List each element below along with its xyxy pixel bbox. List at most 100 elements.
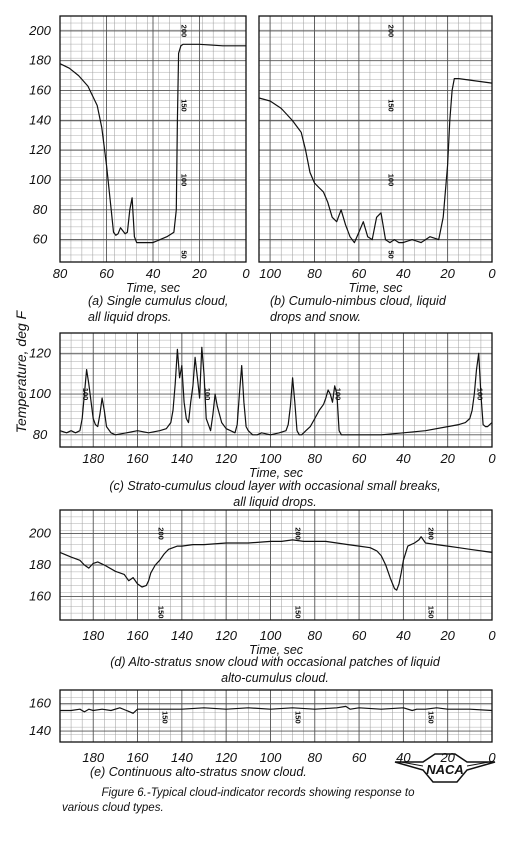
record-marker-label: 150 <box>294 711 303 724</box>
record-marker-label: 100 <box>333 388 342 401</box>
grid-lines-d <box>60 510 493 620</box>
x-tick-label: 120 <box>215 451 237 466</box>
grid-lines-c <box>60 333 493 447</box>
panel-caption-d: alto-cumulus cloud. <box>221 671 329 685</box>
x-tick-label: 0 <box>488 451 496 466</box>
panel-caption-b: drops and snow. <box>270 310 361 324</box>
x-tick-label: 60 <box>99 266 114 281</box>
y-tick-label: 120 <box>29 142 51 157</box>
plot-frame-b <box>258 15 493 263</box>
temperature-trace-a <box>59 43 246 244</box>
x-tick-label: 80 <box>308 628 323 643</box>
record-marker-label: 200 <box>427 527 436 540</box>
panel-caption-a: all liquid drops. <box>88 310 171 324</box>
y-tick-label: 160 <box>29 588 51 603</box>
x-tick-label: 100 <box>259 266 281 281</box>
x-tick-label: 120 <box>215 750 237 765</box>
record-marker-label: 150 <box>180 99 189 112</box>
x-tick-label: 60 <box>352 628 367 643</box>
x-tick-label: 140 <box>171 750 193 765</box>
x-tick-label: 0 <box>488 266 496 281</box>
x-tick-label: 60 <box>352 266 367 281</box>
record-marker-label: 50 <box>180 250 189 258</box>
x-tick-label: 180 <box>82 451 104 466</box>
chart-panel-c: 80 100 120 180 160 140 120 100 80 60 40 20 0 Time, se… <box>29 332 496 509</box>
figure-caption-line-2: various cloud types. <box>62 802 164 814</box>
record-marker-label: 150 <box>294 606 303 619</box>
panel-caption-e: (e) Continuous alto-stratus snow cloud. <box>90 765 307 779</box>
plot-frame-d <box>59 509 493 621</box>
x-tick-label: 80 <box>308 451 323 466</box>
panel-caption-d: (d) Alto-stratus snow cloud with occasio… <box>110 655 441 669</box>
plot-frame-e <box>59 689 493 743</box>
plot-frame-a <box>59 15 247 263</box>
x-tick-label: 140 <box>171 451 193 466</box>
panel-caption-b: (b) Cumulo-nimbus cloud, liquid <box>270 294 447 308</box>
record-marker-label: 100 <box>180 174 189 187</box>
y-tick-label: 160 <box>29 83 51 98</box>
temperature-trace-c <box>59 346 493 436</box>
temperature-trace-d <box>59 536 493 591</box>
x-tick-label: 100 <box>260 451 282 466</box>
x-axis-label: Time, sec <box>249 643 304 657</box>
x-tick-label: 0 <box>242 266 250 281</box>
y-tick-label: 140 <box>29 723 51 738</box>
record-marker-label: 100 <box>386 174 395 187</box>
x-axis-label: Time, sec <box>126 281 181 295</box>
x-tick-label: 60 <box>352 750 367 765</box>
y-tick-label: 160 <box>29 696 51 711</box>
x-tick-label: 0 <box>488 628 496 643</box>
y-tick-label: 60 <box>33 232 48 247</box>
x-tick-label: 0 <box>488 750 496 765</box>
x-tick-label: 40 <box>146 266 161 281</box>
x-tick-label: 160 <box>127 750 149 765</box>
x-tick-label: 40 <box>396 266 411 281</box>
panel-caption-c: all liquid drops. <box>233 495 316 509</box>
y-tick-label: 140 <box>29 112 51 127</box>
record-marker-label: 100 <box>203 388 212 401</box>
record-marker-label: 200 <box>386 25 395 38</box>
record-marker-label: 200 <box>294 527 303 540</box>
y-tick-label: 180 <box>29 557 51 572</box>
naca-logo-text: NACA <box>426 762 464 777</box>
temperature-trace-b <box>258 77 493 244</box>
record-marker-label: 150 <box>427 606 436 619</box>
record-marker-label: 200 <box>156 527 165 540</box>
x-tick-label: 20 <box>439 266 455 281</box>
x-tick-label: 160 <box>127 451 149 466</box>
y-tick-label: 180 <box>29 53 51 68</box>
panel-caption-a: (a) Single cumulus cloud, <box>88 294 228 308</box>
y-tick-label: 100 <box>29 386 51 401</box>
x-tick-label: 180 <box>82 628 104 643</box>
naca-logo: NACA <box>394 753 496 783</box>
x-tick-label: 80 <box>307 266 322 281</box>
x-tick-label: 80 <box>53 266 68 281</box>
x-axis-label: Time, sec <box>348 281 403 295</box>
panel-caption-c: (c) Strato-cumulus cloud layer with occa… <box>109 479 440 493</box>
y-tick-label: 200 <box>28 526 51 541</box>
y-tick-label: 100 <box>29 172 51 187</box>
y-tick-label: 120 <box>29 345 51 360</box>
record-marker-label: 150 <box>427 711 436 724</box>
x-tick-label: 80 <box>308 750 323 765</box>
record-marker-label: 100 <box>475 388 484 401</box>
plot-frame-c <box>59 332 493 448</box>
grid-lines-e <box>60 690 493 742</box>
y-tick-label: 200 <box>28 23 51 38</box>
x-tick-label: 40 <box>396 451 411 466</box>
record-marker-label: 50 <box>386 250 395 258</box>
x-tick-label: 180 <box>82 750 104 765</box>
x-tick-label: 120 <box>215 628 237 643</box>
y-tick-label: 80 <box>33 202 48 217</box>
x-tick-label: 60 <box>352 451 367 466</box>
temperature-trace-e <box>60 705 493 714</box>
y-tick-label: 80 <box>33 427 48 442</box>
x-tick-label: 160 <box>127 628 149 643</box>
record-marker-label: 150 <box>386 99 395 112</box>
figure-caption-line-1: Figure 6.-Typical cloud-indicator record… <box>102 787 416 799</box>
